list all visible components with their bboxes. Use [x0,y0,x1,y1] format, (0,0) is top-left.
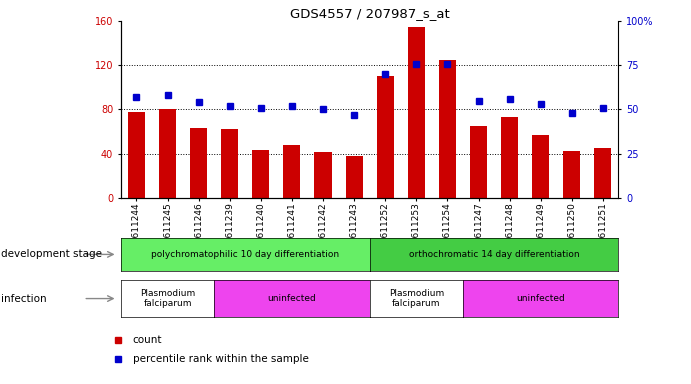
Bar [314,152,332,198]
Text: infection: infection [1,293,47,304]
Bar [377,76,394,198]
Bar [563,151,580,198]
Title: GDS4557 / 207987_s_at: GDS4557 / 207987_s_at [290,7,450,20]
Bar [470,126,487,198]
Bar [408,26,425,198]
Bar [594,148,612,198]
Text: uninfected: uninfected [516,294,565,303]
Bar [221,129,238,198]
Bar [532,135,549,198]
Bar [252,150,269,198]
Bar [501,117,518,198]
Bar [346,156,363,198]
Bar [190,128,207,198]
Text: orthochromatic 14 day differentiation: orthochromatic 14 day differentiation [409,250,579,259]
Bar [128,112,145,198]
Text: Plasmodium
falciparum: Plasmodium falciparum [140,289,195,308]
Text: count: count [133,335,162,345]
Text: development stage: development stage [1,249,102,260]
Bar [283,145,301,198]
Text: uninfected: uninfected [267,294,316,303]
Text: Plasmodium
falciparum: Plasmodium falciparum [389,289,444,308]
Text: percentile rank within the sample: percentile rank within the sample [133,354,309,364]
Bar [159,109,176,198]
Bar [439,60,456,198]
Text: polychromatophilic 10 day differentiation: polychromatophilic 10 day differentiatio… [151,250,339,259]
